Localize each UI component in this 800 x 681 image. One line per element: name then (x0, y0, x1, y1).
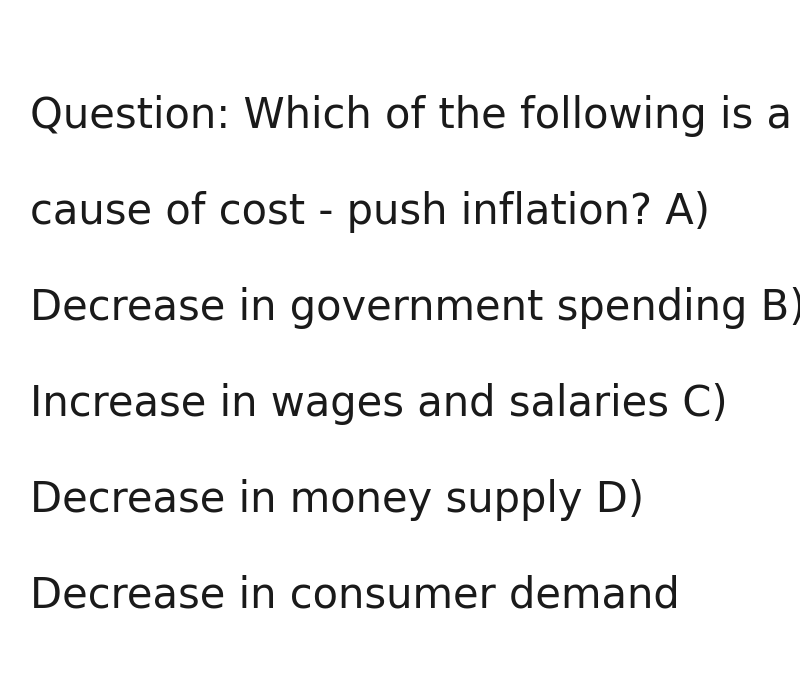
Text: Increase in wages and salaries C): Increase in wages and salaries C) (30, 383, 728, 425)
Text: Decrease in money supply D): Decrease in money supply D) (30, 479, 644, 521)
Text: cause of cost - push inflation? A): cause of cost - push inflation? A) (30, 191, 710, 233)
Text: Question: Which of the following is a: Question: Which of the following is a (30, 95, 792, 137)
Text: Decrease in government spending B): Decrease in government spending B) (30, 287, 800, 329)
Text: Decrease in consumer demand: Decrease in consumer demand (30, 575, 680, 617)
